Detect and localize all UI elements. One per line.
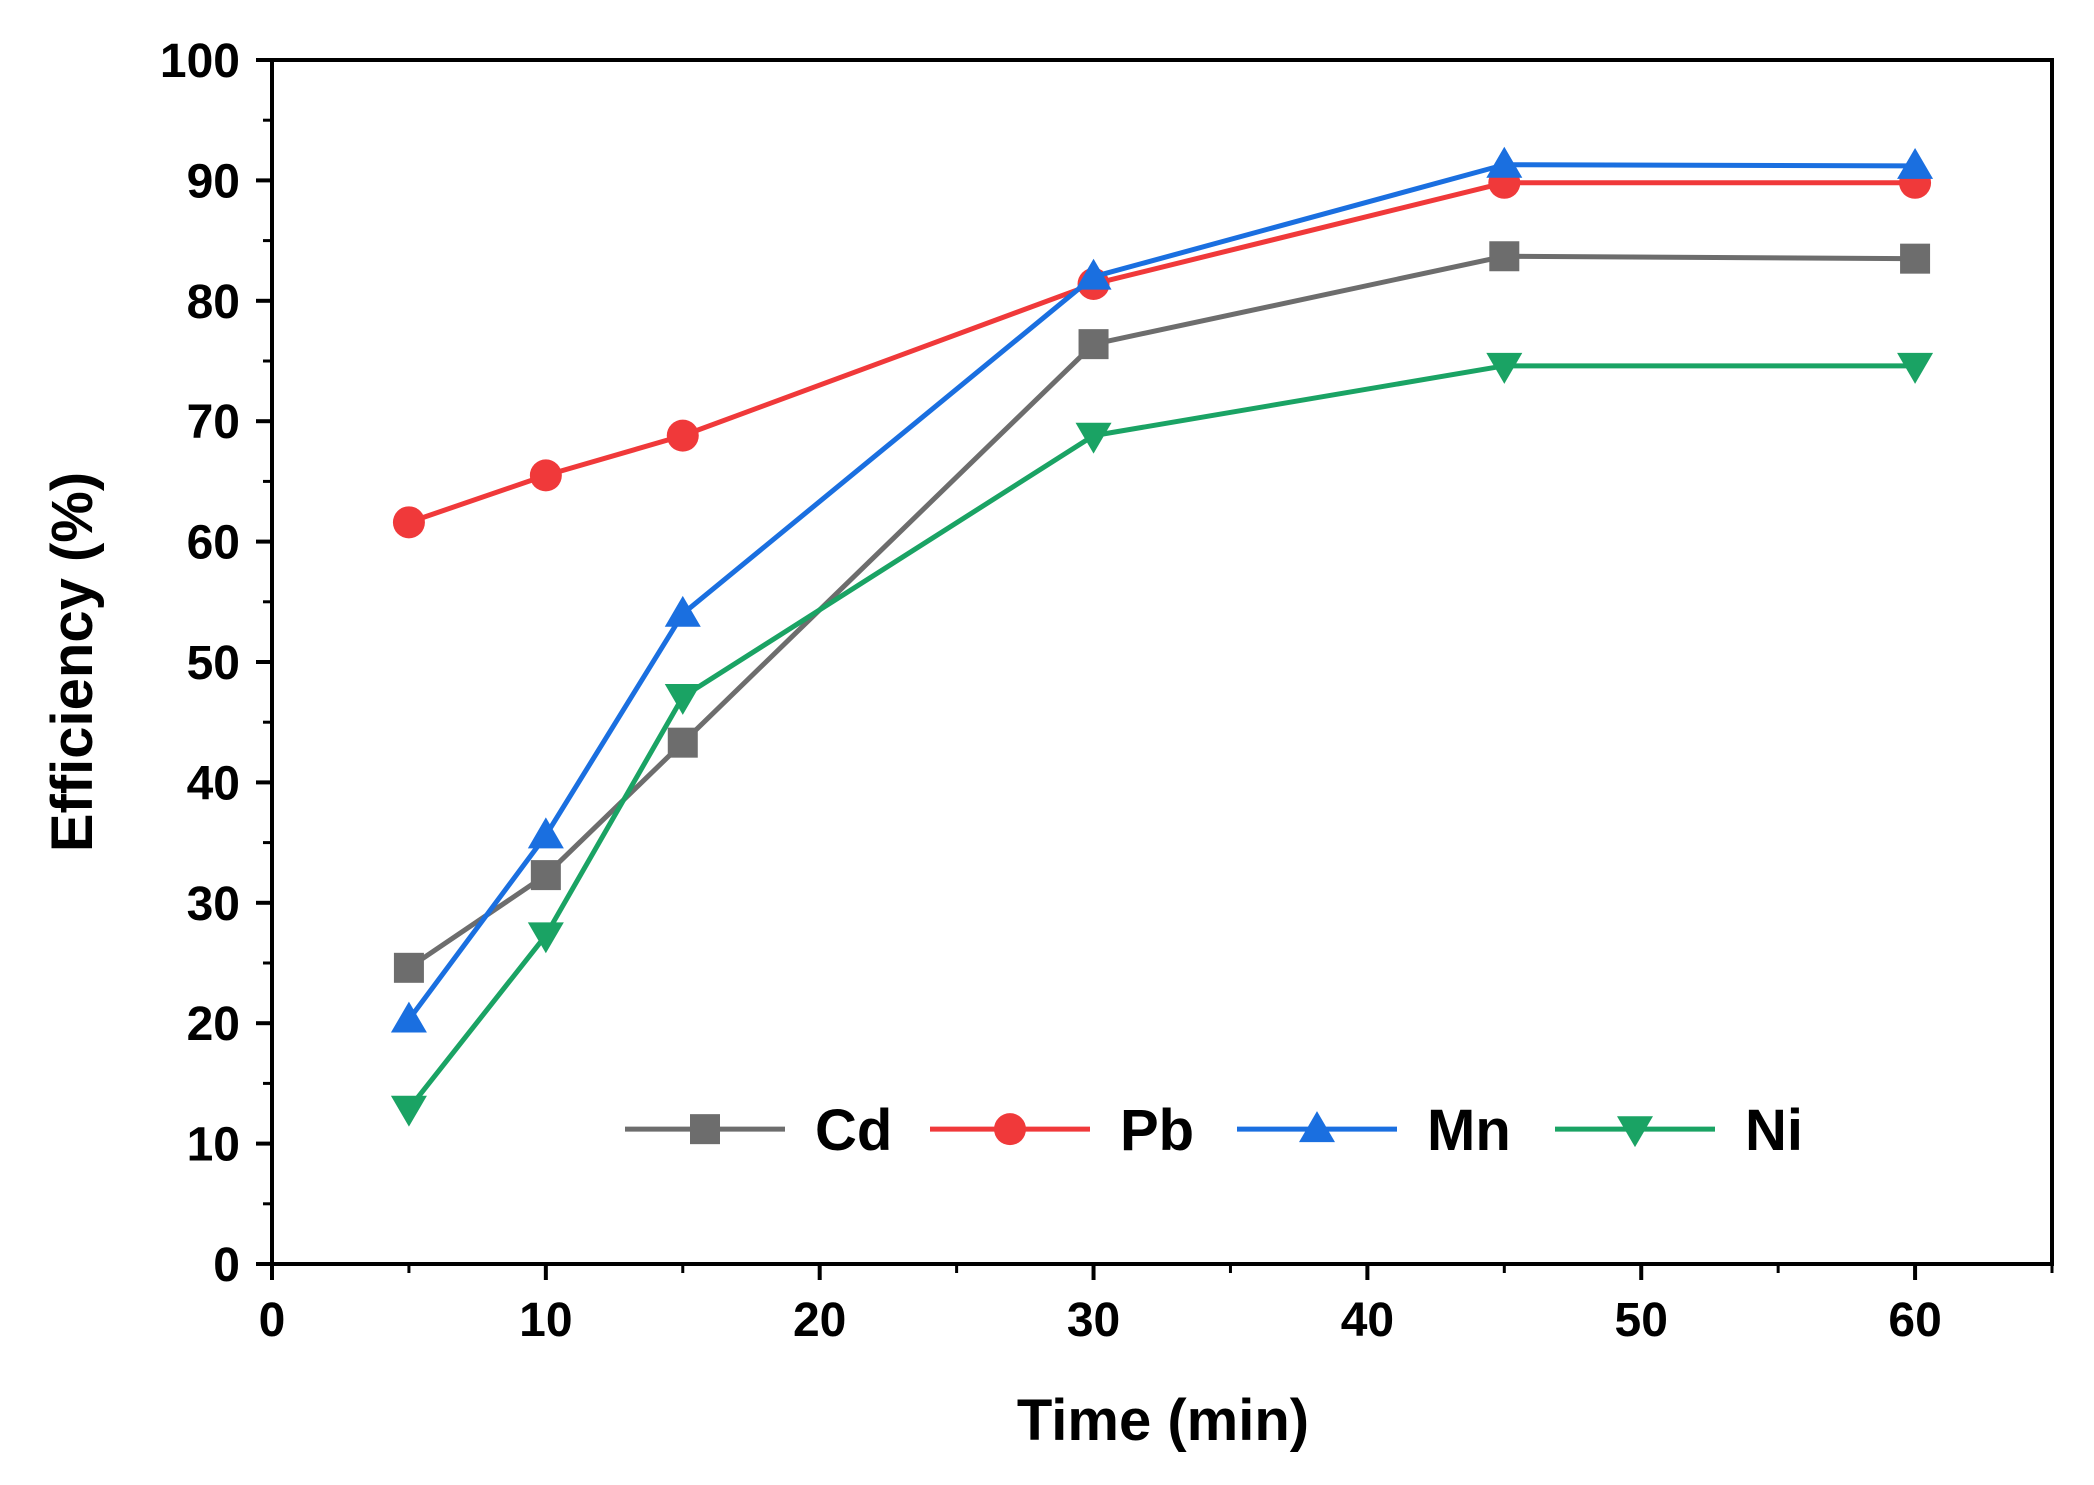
x-tick-label: 10 bbox=[519, 1294, 572, 1347]
legend-entry-cd: Cd bbox=[625, 1098, 892, 1163]
y-tick-label: 60 bbox=[187, 517, 240, 570]
legend-label-cd: Cd bbox=[815, 1098, 892, 1163]
data-point-ni bbox=[390, 1095, 427, 1127]
data-point-cd bbox=[1900, 243, 1931, 274]
series-layer bbox=[390, 146, 1934, 1127]
legend-marker-ni bbox=[1617, 1116, 1653, 1148]
data-point-pb bbox=[666, 419, 699, 452]
data-point-pb bbox=[392, 506, 425, 539]
legend-label-ni: Ni bbox=[1745, 1098, 1803, 1163]
series-line-cd bbox=[407, 253, 1916, 970]
x-tick-label: 20 bbox=[793, 1294, 846, 1347]
data-point-mn bbox=[1897, 147, 1934, 179]
data-point-mn bbox=[1075, 258, 1112, 290]
data-point-cd bbox=[1489, 241, 1520, 272]
axes-layer: 0 10 20 30 40 50 60 0 10 20 30 40 50 60 70 80 90 100 bbox=[160, 35, 2054, 1347]
y-tick-label: 100 bbox=[160, 35, 240, 88]
series-pb bbox=[392, 166, 1932, 539]
data-point-cd bbox=[1078, 329, 1109, 360]
data-point-mn bbox=[1486, 146, 1523, 178]
legend-entry-mn: Mn bbox=[1237, 1098, 1511, 1163]
legend-entry-pb: Pb bbox=[930, 1098, 1194, 1163]
legend-label-mn: Mn bbox=[1427, 1098, 1511, 1163]
x-axis-title: Time (min) bbox=[1017, 1388, 1309, 1453]
data-point-ni bbox=[1486, 352, 1523, 384]
y-tick-label: 20 bbox=[187, 998, 240, 1051]
legend-marker-cd bbox=[690, 1114, 720, 1145]
y-tick-label: 10 bbox=[187, 1119, 240, 1172]
data-point-mn bbox=[664, 595, 701, 627]
y-tick-label: 40 bbox=[187, 757, 240, 810]
data-point-ni bbox=[664, 683, 701, 715]
x-tick-label: 50 bbox=[1615, 1294, 1668, 1347]
legend-marker-mn bbox=[1299, 1111, 1335, 1143]
data-point-pb bbox=[529, 459, 562, 492]
y-axis-title: Efficiency (%) bbox=[40, 472, 105, 852]
y-tick-label: 30 bbox=[187, 878, 240, 931]
y-tick-label: 80 bbox=[187, 276, 240, 329]
series-line-mn bbox=[406, 162, 1916, 1022]
y-tick-label: 70 bbox=[187, 396, 240, 449]
data-point-mn bbox=[390, 1001, 427, 1033]
y-tick-label: 90 bbox=[187, 155, 240, 208]
data-point-ni bbox=[527, 922, 564, 954]
series-mn bbox=[390, 146, 1934, 1033]
y-tick-label: 50 bbox=[187, 637, 240, 690]
x-tick-label: 30 bbox=[1067, 1294, 1120, 1347]
data-point-cd bbox=[530, 860, 561, 891]
legend-marker-pb bbox=[994, 1113, 1026, 1146]
x-tick-label: 40 bbox=[1341, 1294, 1394, 1347]
data-point-cd bbox=[667, 727, 698, 758]
series-line-pb bbox=[408, 180, 1916, 525]
series-ni bbox=[390, 352, 1934, 1127]
plot-frame bbox=[270, 58, 2054, 1266]
data-point-ni bbox=[1897, 352, 1934, 384]
x-tick-label: 0 bbox=[259, 1294, 286, 1347]
data-point-ni bbox=[1075, 422, 1112, 454]
data-point-mn bbox=[527, 817, 564, 849]
x-tick-label: 60 bbox=[1888, 1294, 1941, 1347]
legend-label-pb: Pb bbox=[1120, 1098, 1194, 1163]
series-line-ni bbox=[406, 363, 1916, 1111]
y-tick-label: 0 bbox=[213, 1239, 240, 1292]
series-cd bbox=[393, 241, 1931, 983]
legend: Cd Pb Mn Ni bbox=[625, 1098, 1803, 1163]
legend-entry-ni: Ni bbox=[1555, 1098, 1803, 1163]
data-point-cd bbox=[393, 952, 424, 983]
